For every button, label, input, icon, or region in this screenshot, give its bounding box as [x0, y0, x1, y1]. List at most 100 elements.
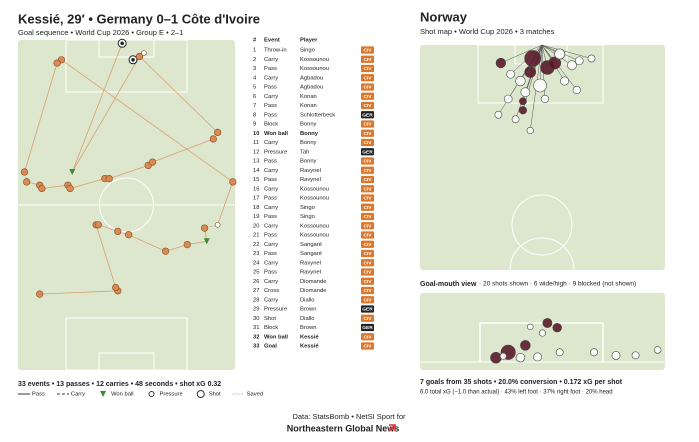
event-player: Diomande	[300, 279, 326, 285]
goalmouth-shot	[499, 352, 507, 360]
half-pitch-lines	[477, 44, 604, 271]
event-marker	[209, 135, 217, 143]
shot	[540, 94, 550, 104]
event-number: 11	[253, 140, 259, 146]
team-code: CIV	[364, 288, 373, 294]
event-type: Block	[264, 325, 278, 331]
event-player: Tah	[300, 149, 309, 155]
event-marker	[114, 227, 122, 235]
event-player: Diallo	[300, 316, 315, 322]
event-marker	[53, 59, 61, 67]
event-player: Schlotterbeck	[300, 112, 335, 118]
event-type: Carry	[264, 140, 278, 146]
event-player: Konan	[300, 103, 317, 109]
event-number: 2	[253, 57, 256, 63]
event-type: Pressure	[264, 307, 287, 313]
shotmap-subtitle: Shot map • World Cup 2026 • 3 matches	[420, 27, 555, 36]
event-type: Pass	[264, 251, 277, 257]
legend-label: Won ball	[111, 392, 133, 398]
team-code: CIV	[364, 233, 373, 239]
team-badge	[361, 175, 374, 184]
shot	[520, 87, 531, 98]
shot	[506, 69, 515, 79]
team-code: CIV	[364, 196, 373, 202]
sequence-link	[139, 56, 218, 133]
brand: Northeastern Global News	[287, 423, 400, 433]
event-player: Agbadou	[300, 75, 323, 81]
legend-label: Saved	[247, 392, 263, 398]
event-type: Goal	[264, 344, 277, 350]
event-type: Pressure	[264, 149, 287, 155]
team-code: CIV	[364, 316, 373, 322]
sequence-link	[109, 165, 149, 179]
sequence-link	[69, 178, 105, 189]
team-code: CIV	[364, 131, 373, 137]
team-badge	[361, 249, 374, 258]
sequence-link	[71, 43, 123, 173]
shot	[511, 115, 520, 124]
team-code: CIV	[364, 186, 373, 192]
event-player: Diomande	[300, 288, 326, 294]
event-number: 22	[253, 242, 259, 248]
event-number: 19	[253, 214, 259, 220]
team-badge	[361, 259, 374, 267]
legend-label: Pressure	[160, 392, 183, 398]
event-number: 14	[253, 168, 260, 174]
team-code: CIV	[364, 48, 373, 54]
goalmouth-shot	[631, 351, 640, 360]
event-player: Ravynel	[300, 270, 321, 276]
event-type: Carry	[264, 75, 278, 81]
shot	[567, 60, 577, 71]
shot	[526, 126, 534, 135]
won-ball-marker	[69, 169, 76, 175]
event-number: 33	[253, 344, 260, 350]
event-number: 26	[253, 279, 259, 285]
shot	[560, 76, 570, 86]
event-number: 31	[253, 325, 259, 331]
legend-label: Carry	[71, 392, 85, 398]
sequence-link	[128, 234, 166, 252]
event-type: Pass	[264, 66, 277, 72]
team-badge	[361, 222, 374, 230]
event-player: Singo	[300, 48, 315, 54]
event-number: 8	[253, 112, 256, 118]
team-badge	[361, 305, 374, 313]
team-badge	[361, 203, 374, 211]
shot	[524, 66, 537, 78]
event-type: Cross	[264, 288, 279, 294]
event-type: Pass	[264, 103, 277, 109]
event-marker	[125, 231, 133, 239]
goal-frame	[420, 322, 665, 363]
goalmouth-shot	[520, 340, 531, 351]
event-player: Sangaré	[300, 242, 322, 248]
event-type: Carry	[264, 94, 278, 100]
event-player: Singo	[300, 205, 315, 211]
shot	[518, 106, 528, 115]
shot-marker-core	[120, 41, 124, 46]
event-number: 13	[253, 159, 259, 165]
team-code: CIV	[364, 103, 373, 109]
team-code: CIV	[364, 223, 373, 229]
sequence-link	[61, 59, 234, 183]
event-number: 30	[253, 316, 259, 322]
team-badge	[361, 333, 374, 341]
event-number: 4	[253, 75, 257, 81]
shot	[572, 85, 581, 95]
shot	[587, 54, 596, 63]
event-marker	[38, 184, 46, 193]
goalmouth-shot	[538, 329, 547, 337]
event-player: Agbadou	[300, 85, 323, 91]
team-badge	[361, 323, 374, 332]
team-badge	[361, 55, 374, 63]
team-code: CIV	[364, 260, 373, 266]
table-header: Player	[300, 38, 318, 44]
team-code: CIV	[364, 85, 373, 91]
team-badge	[361, 194, 374, 202]
event-player: Kossounou	[300, 233, 329, 239]
event-marker	[201, 224, 209, 232]
team-code: GER	[362, 112, 373, 118]
event-marker	[148, 158, 157, 166]
team-code: CIV	[364, 122, 373, 128]
event-type: Carry	[264, 279, 278, 285]
